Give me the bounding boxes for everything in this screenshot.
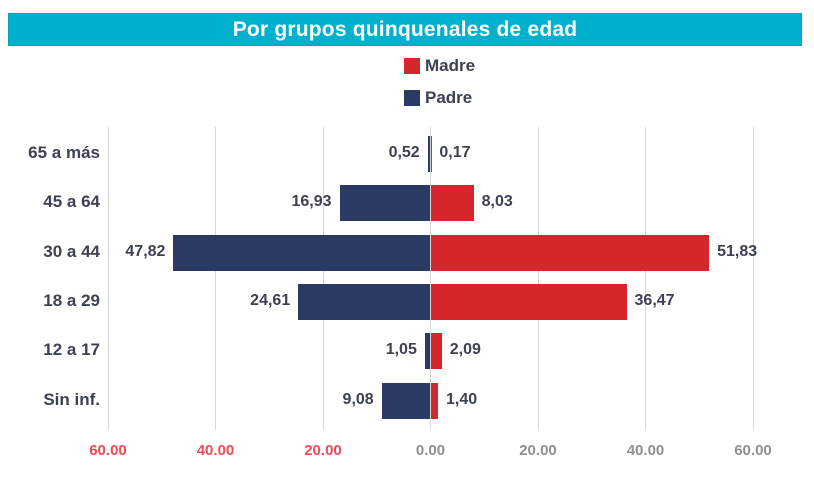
value-label-padre-30-a-44: 47,82 <box>125 242 166 260</box>
category-label-sin-inf: Sin inf. <box>43 389 100 409</box>
legend-item-madre: Madre <box>404 56 475 76</box>
x-tick-pos20: 20.00 <box>519 442 557 459</box>
bar-padre-65-a-m-s <box>427 136 431 172</box>
legend-label-padre: Padre <box>425 88 473 107</box>
category-label-18-a-29: 18 a 29 <box>43 290 100 310</box>
gridline-60.00-left <box>107 127 109 430</box>
bar-madre-65-a-m-s <box>430 136 432 172</box>
category-label-12-a-17: 12 a 17 <box>43 340 100 360</box>
gridline-60.00-right <box>752 127 754 430</box>
bar-madre-45-a-64 <box>430 185 474 222</box>
x-tick-neg60: 60.00 <box>89 442 127 459</box>
value-label-madre-12-a-17: 2,09 <box>449 341 481 359</box>
gridline-40.00-right <box>645 127 646 430</box>
value-label-madre-45-a-64: 8,03 <box>481 193 513 211</box>
value-label-madre-30-a-44: 51,83 <box>717 242 758 260</box>
bar-madre-18-a-29 <box>430 283 627 320</box>
legend-item-padre: Padre <box>404 88 475 108</box>
value-label-padre-sin-inf: 9,08 <box>342 390 374 408</box>
bar-madre-30-a-44 <box>430 234 710 271</box>
gridline-20.00-left <box>322 127 324 430</box>
value-label-padre-45-a-64: 16,93 <box>291 193 332 211</box>
bar-padre-sin-inf <box>381 382 431 419</box>
x-tick-pos60: 60.00 <box>734 442 772 459</box>
value-label-madre-65-a-m-s: 0,17 <box>439 144 471 161</box>
x-tick-neg40: 40.00 <box>196 442 235 459</box>
bar-padre-30-a-44 <box>173 234 431 271</box>
value-label-madre-18-a-29: 36,47 <box>634 291 675 309</box>
x-tick-pos40: 40.00 <box>626 442 665 459</box>
madre-color-swatch <box>404 58 420 74</box>
category-label-30-a-44: 30 a 44 <box>43 241 100 261</box>
bar-padre-18-a-29 <box>298 283 431 320</box>
category-label-65-a-m-s: 65 a más <box>28 143 100 162</box>
gridline-20.00-right <box>537 127 539 430</box>
x-tick-neg20: 20.00 <box>304 442 342 459</box>
gridline-40.00-left <box>215 127 216 430</box>
bar-padre-12-a-17 <box>424 333 431 370</box>
value-label-padre-18-a-29: 24,61 <box>250 291 291 309</box>
gridline-0.00-right <box>430 127 431 430</box>
chart-title-bar: Por grupos quinquenales de edad <box>8 13 802 46</box>
bar-madre-sin-inf <box>430 382 439 419</box>
padre-color-swatch <box>404 90 420 106</box>
legend-label-madre: Madre <box>425 56 476 75</box>
legend: Madre Padre <box>404 56 475 108</box>
category-label-45-a-64: 45 a 64 <box>43 192 100 212</box>
x-tick-pos0: 0.00 <box>415 442 446 459</box>
bar-padre-45-a-64 <box>339 185 431 222</box>
bar-madre-12-a-17 <box>430 333 442 370</box>
value-label-padre-12-a-17: 1,05 <box>385 341 417 359</box>
chart-title: Por grupos quinquenales de edad <box>232 17 578 41</box>
value-label-padre-65-a-m-s: 0,52 <box>388 144 420 161</box>
value-label-madre-sin-inf: 1,40 <box>446 390 478 408</box>
